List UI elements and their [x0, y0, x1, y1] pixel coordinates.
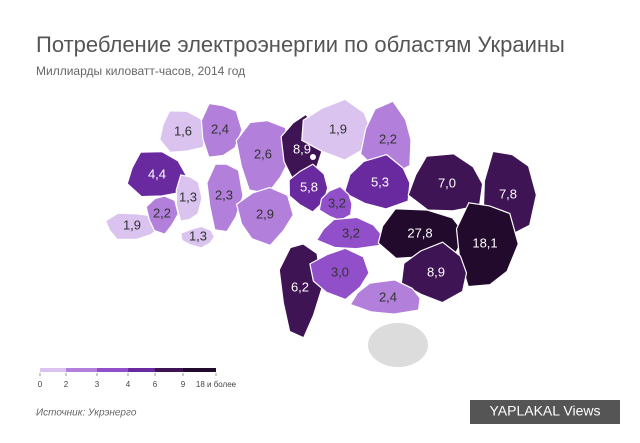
- region-label: 8,9: [293, 141, 311, 156]
- region-label: 6,2: [291, 279, 309, 294]
- legend-label: 18 и более: [196, 380, 237, 389]
- region: [126, 151, 187, 198]
- legend-label: 3: [95, 380, 100, 389]
- region-label: 18,1: [472, 235, 497, 250]
- region: [180, 225, 216, 249]
- legend-swatch: [128, 368, 155, 372]
- region-label: 5,8: [300, 179, 318, 194]
- legend-label: 9: [181, 380, 186, 389]
- legend-swatch: [40, 368, 66, 372]
- region-label: 1,3: [189, 228, 207, 243]
- region-label: 7,8: [499, 186, 517, 201]
- region-label: 2,9: [256, 206, 274, 221]
- legend-swatch: [183, 368, 216, 372]
- region: [235, 186, 294, 247]
- region: [343, 153, 411, 210]
- subtitle: Миллиарды киловатт-часов, 2014 год: [36, 64, 245, 78]
- region: [159, 110, 208, 154]
- region-label: 1,9: [123, 217, 141, 232]
- crimea: [368, 323, 428, 367]
- region-label: 2,3: [215, 187, 233, 202]
- region-label: 2,4: [379, 289, 397, 304]
- region-label: 2,2: [153, 205, 171, 220]
- legend-label: 0: [38, 380, 43, 389]
- region-label: 1,6: [174, 123, 192, 138]
- region: [315, 216, 382, 250]
- legend-swatch: [66, 368, 97, 372]
- region-label: 3,2: [342, 225, 360, 240]
- legend-label: 4: [126, 380, 131, 389]
- region-label: 3,0: [331, 264, 349, 279]
- legend-swatch: [97, 368, 128, 372]
- region-label: 3,2: [328, 195, 346, 210]
- region-label: 2,2: [379, 131, 397, 146]
- source: Источник: Укрэнерго: [36, 408, 137, 419]
- region-label: 2,6: [254, 146, 272, 161]
- region-label: 7,0: [438, 175, 456, 190]
- region: [175, 174, 203, 222]
- region-label: 5,3: [371, 174, 389, 189]
- region-label: 1,9: [329, 121, 347, 136]
- region: [200, 102, 243, 158]
- title: Потребление электроэнергии по областям У…: [36, 32, 565, 57]
- region: [145, 195, 179, 235]
- capital-dot: [310, 154, 316, 160]
- legend-label: 2: [64, 380, 69, 389]
- legend-label: 6: [153, 380, 158, 389]
- legend-swatch: [155, 368, 183, 372]
- watermark: YAPLAKAL Views: [489, 403, 600, 419]
- region: [455, 202, 519, 288]
- region: [400, 241, 468, 304]
- region: [309, 247, 370, 301]
- region: [301, 98, 372, 161]
- region: [235, 119, 293, 195]
- region: [206, 163, 244, 233]
- region: [318, 185, 353, 222]
- region: [349, 279, 421, 315]
- region-label: 27,8: [407, 225, 432, 240]
- region-label: 8,9: [427, 264, 445, 279]
- watermark-bg: [470, 400, 620, 424]
- region: [288, 163, 329, 213]
- region-label: 2,4: [211, 121, 229, 136]
- region: [104, 212, 164, 240]
- region-label: 4,4: [148, 166, 166, 181]
- region-label: 1,3: [179, 189, 197, 204]
